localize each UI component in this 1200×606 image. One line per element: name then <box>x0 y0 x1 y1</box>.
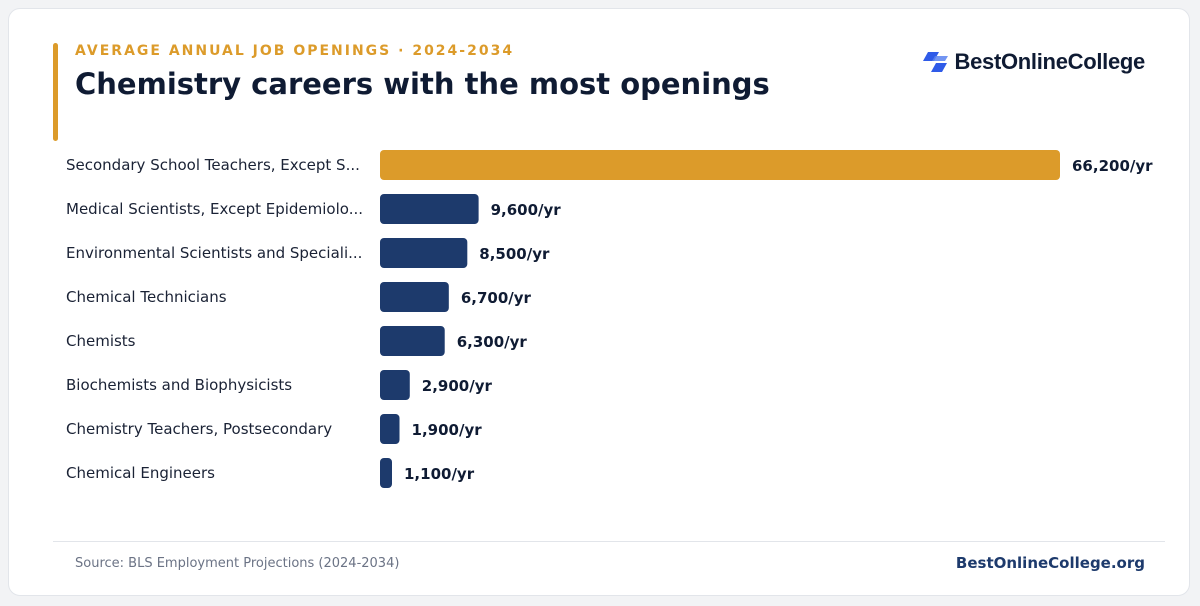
brand-logo-icon <box>922 52 948 72</box>
bar <box>380 194 479 224</box>
data-label: 8,500/yr <box>479 245 550 263</box>
category-label: Chemical Technicians <box>66 288 227 306</box>
bar <box>380 150 1060 180</box>
footer-divider <box>53 541 1165 542</box>
source-note: Source: BLS Employment Projections (2024… <box>75 556 400 571</box>
bar <box>380 238 468 268</box>
bar <box>380 414 400 444</box>
category-label: Secondary School Teachers, Except S... <box>66 156 360 174</box>
category-label: Environmental Scientists and Speciali... <box>66 244 362 262</box>
bar <box>380 282 449 312</box>
data-label: 66,200/yr <box>1072 157 1153 175</box>
chart-subtitle: AVERAGE ANNUAL JOB OPENINGS · 2024-2034 <box>75 43 515 59</box>
data-label: 2,900/yr <box>422 377 493 395</box>
footer-brand-link[interactable]: BestOnlineCollege.org <box>955 554 1145 572</box>
data-label: 6,700/yr <box>461 289 532 307</box>
data-label: 6,300/yr <box>457 333 528 351</box>
data-label: 9,600/yr <box>491 201 562 219</box>
data-label: 1,900/yr <box>412 421 483 439</box>
category-label: Chemists <box>66 332 136 350</box>
category-label: Chemistry Teachers, Postsecondary <box>66 420 332 438</box>
category-label: Chemical Engineers <box>66 464 215 482</box>
brand-logo[interactable]: BestOnlineCollege <box>922 49 1146 75</box>
category-label: Biochemists and Biophysicists <box>66 376 292 394</box>
bar <box>380 326 445 356</box>
chart-card: AVERAGE ANNUAL JOB OPENINGS · 2024-2034 … <box>8 8 1190 596</box>
bar <box>380 370 410 400</box>
bar <box>380 458 392 488</box>
brand-name: BestOnlineCollege <box>954 49 1146 74</box>
category-label: Medical Scientists, Except Epidemiolo... <box>66 200 363 218</box>
data-label: 1,100/yr <box>404 465 475 483</box>
chart-title: Chemistry careers with the most openings <box>75 67 770 101</box>
accent-bar <box>53 43 58 141</box>
